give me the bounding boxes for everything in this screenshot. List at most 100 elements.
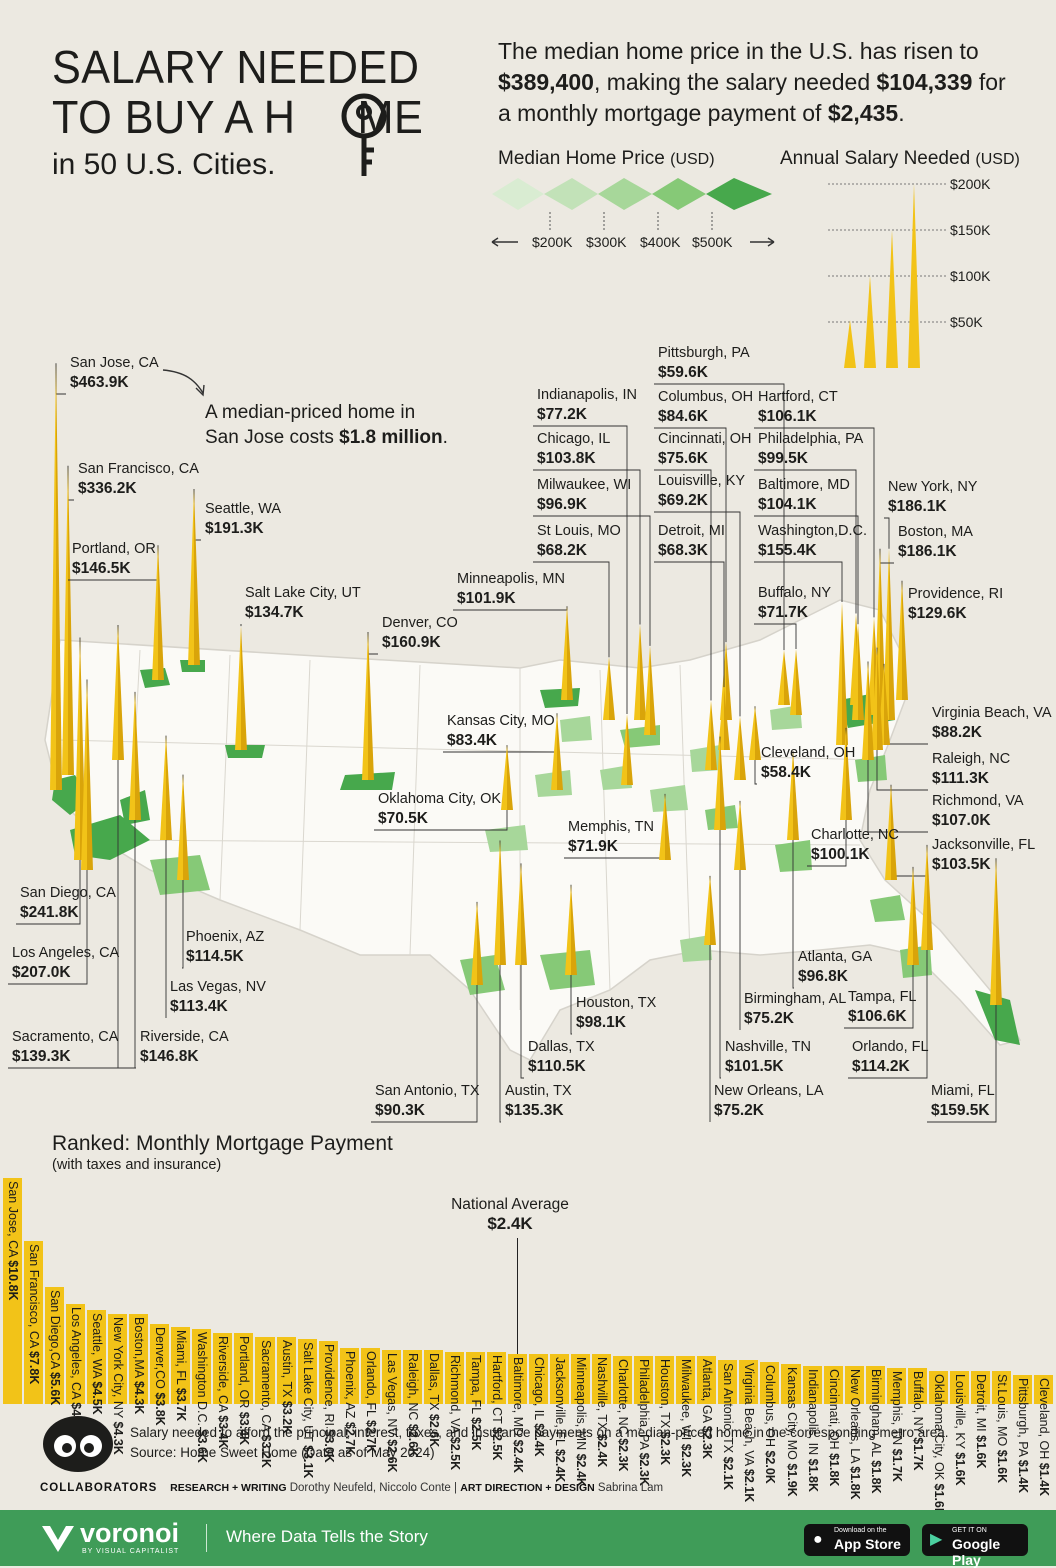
bar-cleveland-oh — [1033, 1374, 1053, 1404]
city-salary: $336.2K — [78, 480, 137, 497]
bar-label: Austin, TX $3.2K — [280, 1340, 294, 1434]
google-play-small: GET IT ON — [952, 1527, 987, 1534]
app-store-button[interactable]: ● Download on the App Store — [804, 1524, 910, 1556]
city-name: Philadelphia, PA — [758, 431, 864, 447]
leader-line-cincinnati-oh — [654, 469, 712, 701]
salary-tick-100k: $100K — [950, 268, 991, 284]
price-swatch-5 — [706, 178, 772, 210]
leader-line-philadelphia-pa — [754, 469, 857, 614]
brand-sub: BY VISUAL CAPITALIST — [82, 1548, 180, 1555]
city-salary: $106.6K — [848, 1008, 907, 1025]
city-label-los-angeles-ca: Los Angeles, CA $207.0K — [12, 944, 119, 982]
spike-memphis-tn — [659, 793, 665, 860]
price-swatch-3 — [598, 178, 652, 210]
footer-tagline: Where Data Tells the Story — [226, 1527, 428, 1546]
city-salary: $96.8K — [798, 968, 848, 985]
spike-st-louis-mo — [603, 657, 609, 720]
spike-hartford-ct — [868, 617, 874, 715]
spike-chicago-il — [634, 624, 640, 720]
bar-raleigh-nc — [402, 1349, 422, 1404]
play-icon: ▶ — [930, 1531, 943, 1548]
spike-cincinnati-oh — [705, 700, 711, 770]
spike-richmond-va — [862, 661, 868, 760]
leader-line-hartford-ct — [754, 427, 875, 618]
bar-label: San Jose, CA $10.8K — [6, 1181, 20, 1301]
city-salary: $155.4K — [758, 542, 817, 559]
city-name: Houston, TX — [576, 995, 657, 1011]
brand-name[interactable]: voronoi — [80, 1518, 179, 1548]
spike-shade-jacksonville-fl — [891, 784, 897, 880]
city-label-las-vegas-nv: Las Vegas, NV $113.4K — [170, 978, 266, 1016]
city-name: Cleveland, OH — [761, 745, 856, 761]
city-salary: $98.1K — [576, 1014, 626, 1031]
spike-buffalo-ny — [790, 649, 796, 715]
city-name: Seattle, WA — [205, 501, 282, 517]
leader-line-nashville-tn — [719, 736, 721, 1079]
map-note-end: . — [442, 427, 448, 448]
leader-line-detroit-mi — [654, 561, 725, 688]
city-salary: $71.9K — [568, 838, 618, 855]
city-label-philadelphia-pa: Philadelphia, PA $99.5K — [758, 430, 863, 468]
google-play-button[interactable]: ▶ GET IT ON Google Play — [922, 1524, 1028, 1568]
city-salary: $75.2K — [744, 1010, 794, 1027]
city-name: Hartford, CT — [758, 389, 838, 405]
city-name: Sacramento, CA — [12, 1029, 119, 1045]
apple-icon: ● — [813, 1531, 823, 1548]
spike-houston-tx — [565, 884, 571, 975]
bar-value: $4.5K — [90, 1381, 105, 1415]
spike-shade-raleigh-nc — [877, 647, 883, 750]
voronoi-logo-icon — [42, 1526, 74, 1552]
spike-baltimore-md — [852, 624, 858, 720]
spike-shade-columbus-oh — [726, 642, 732, 720]
bar-value: $2.1K — [742, 1468, 757, 1503]
bar-category: Raleigh, NC — [405, 1352, 420, 1420]
spike-shade-portland-or — [158, 545, 164, 680]
bar-miami-fl — [171, 1326, 191, 1404]
bar-birmingham-al — [865, 1366, 885, 1404]
spike-san-jose-ca — [50, 363, 56, 790]
bar-buffalo-ny — [907, 1368, 927, 1404]
bar-value: $1.4K — [1015, 1459, 1030, 1493]
spike-milwaukee-wi — [644, 645, 650, 735]
city-name: Jacksonville, FL — [932, 837, 1036, 853]
spike-miami-fl — [990, 858, 996, 1005]
city-salary: $71.7K — [758, 604, 808, 621]
salary-spike-200k — [908, 184, 920, 368]
city-label-sacramento-ca: Sacramento, CA $139.3K — [12, 1028, 118, 1066]
spike-los-angeles-ca — [81, 679, 87, 870]
spike-providence-ri — [896, 580, 902, 700]
spike-shade-miami-fl — [996, 858, 1002, 1005]
city-label-new-orleans-la: New Orleans, LA $75.2K — [714, 1082, 824, 1120]
city-name: Tampa, FL — [848, 989, 917, 1005]
spike-shade-dallas-tx — [521, 863, 527, 965]
city-salary: $104.1K — [758, 496, 817, 513]
bar-category: San Francisco, CA — [27, 1243, 42, 1348]
city-salary: $90.3K — [375, 1102, 425, 1119]
price-legend-swatches — [491, 178, 775, 247]
city-salary: $75.6K — [658, 450, 708, 467]
price-swatch-4 — [652, 178, 706, 210]
credits-research-names: Dorothy Neufeld, Niccolo Conte — [289, 1482, 451, 1494]
city-salary: $107.0K — [932, 812, 991, 829]
spike-shade-new-york-ny — [889, 548, 895, 720]
spike-shade-san-jose-ca — [56, 363, 62, 790]
bar-category: Providence, RI — [321, 1344, 336, 1427]
spike-shade-baltimore-md — [858, 624, 864, 720]
city-label-jacksonville-fl: Jacksonville, FL $103.5K — [932, 836, 1035, 874]
city-salary: $69.2K — [658, 492, 708, 509]
city-name: San Antonio, TX — [375, 1083, 480, 1099]
spike-shade-louisville-ky — [740, 716, 746, 780]
national-average-line — [517, 1238, 519, 1354]
city-salary: $99.5K — [758, 450, 808, 467]
city-label-baltimore-md: Baltimore, MD $104.1K — [758, 476, 850, 514]
city-name: Riverside, CA — [140, 1029, 229, 1045]
bar-washington-d-c — [192, 1328, 212, 1404]
bar-st-louis-mo — [991, 1370, 1011, 1404]
credits-art-label: ART DIRECTION + DESIGN — [460, 1482, 595, 1494]
map-note: A median-priced home in San Jose costs $… — [205, 400, 448, 450]
bar-category: Hartford, CT — [489, 1354, 504, 1424]
bar-category: San Diego,CA — [48, 1289, 63, 1369]
bar-seattle-wa — [87, 1309, 107, 1404]
app-store-small: Download on the — [834, 1527, 887, 1534]
city-name: New Orleans, LA — [714, 1083, 824, 1099]
